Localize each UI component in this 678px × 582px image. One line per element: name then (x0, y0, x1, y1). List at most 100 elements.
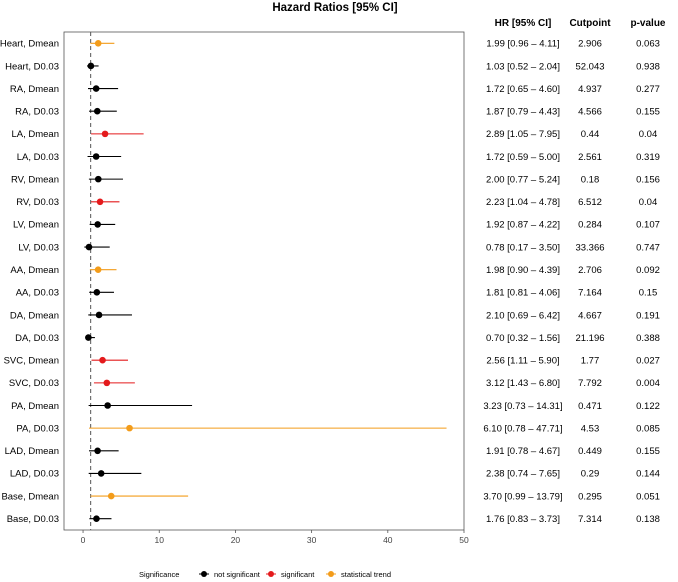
row-label: RV, D0.03 (16, 197, 59, 208)
cutpoint-value: 7.164 (578, 288, 602, 299)
column-header-pvalue: p-value (630, 18, 665, 29)
pvalue-value: 0.085 (636, 423, 660, 434)
row-label: Heart, Dmean (0, 39, 59, 50)
cutpoint-value: 6.512 (578, 197, 602, 208)
hr-ci-value: 2.38 [0.74 – 7.65] (486, 469, 560, 480)
hr-point (85, 243, 93, 251)
legend-item-ns: not significant (199, 570, 261, 579)
row-label: PA, D0.03 (16, 423, 59, 434)
forest-row: PA, D0.03 6.10 [0.78 – 47.71] 4.53 0.085 (16, 423, 660, 434)
hr-point (97, 470, 105, 477)
row-label: PA, Dmean (11, 401, 59, 412)
hr-point (104, 402, 111, 409)
forest-row: SVC, D0.03 3.12 [1.43 – 6.80] 7.792 0.004 (9, 378, 660, 389)
legend-label: statistical trend (341, 570, 391, 579)
hr-point (94, 266, 102, 273)
legend-item-trend: statistical trend (326, 570, 391, 579)
hr-ci-value: 1.76 [0.83 – 3.73] (486, 514, 560, 525)
row-label: Base, Dmean (1, 491, 59, 502)
cutpoint-value: 21.196 (575, 333, 604, 344)
cutpoint-value: 2.561 (578, 152, 602, 163)
legend-title: Significance (139, 570, 179, 579)
hr-point (85, 334, 92, 341)
cutpoint-value: 52.043 (575, 61, 604, 72)
forest-row: DA, D0.03 0.70 [0.32 – 1.56] 21.196 0.388 (15, 333, 660, 344)
x-tick-label-4: 40 (383, 535, 393, 545)
hr-point (92, 153, 100, 160)
hr-ci-value: 1.92 [0.87 – 4.22] (486, 220, 560, 231)
row-label: LA, Dmean (11, 129, 59, 140)
hr-point (94, 221, 101, 228)
x-tick-label-2: 20 (231, 535, 241, 545)
pvalue-value: 0.092 (636, 265, 660, 276)
pvalue-value: 0.107 (636, 220, 660, 231)
hr-ci-value: 3.23 [0.73 – 14.31] (483, 401, 562, 412)
row-label: RA, Dmean (10, 84, 59, 95)
hr-point (93, 515, 100, 522)
hr-point (87, 62, 95, 70)
legend-label: not significant (214, 570, 261, 579)
cutpoint-value: 2.706 (578, 265, 602, 276)
hr-ci-value: 0.70 [0.32 – 1.56] (486, 333, 560, 344)
cutpoint-value: 0.295 (578, 491, 602, 502)
hr-ci-value: 3.70 [0.99 – 13.79] (483, 491, 562, 502)
hr-ci-value: 1.81 [0.81 – 4.06] (486, 288, 560, 299)
forest-row: DA, Dmean 2.10 [0.69 – 6.42] 4.667 0.191 (10, 310, 660, 321)
pvalue-value: 0.319 (636, 152, 660, 163)
row-label: Base, D0.03 (7, 514, 59, 525)
hr-ci-value: 2.10 [0.69 – 6.42] (486, 310, 560, 321)
hr-ci-value: 1.72 [0.65 – 4.60] (486, 84, 560, 95)
pvalue-value: 0.122 (636, 401, 660, 412)
hr-ci-value: 1.72 [0.59 – 5.00] (486, 152, 560, 163)
row-label: RV, Dmean (11, 174, 59, 185)
hr-ci-value: 6.10 [0.78 – 47.71] (483, 423, 562, 434)
pvalue-value: 0.747 (636, 242, 660, 253)
plot-frame (63, 31, 465, 531)
column-header-hr: HR [95% CI] (495, 18, 552, 29)
forest-row: AA, Dmean 1.98 [0.90 – 4.39] 2.706 0.092 (10, 265, 659, 276)
hr-point (92, 85, 100, 92)
hr-ci-value: 3.12 [1.43 – 6.80] (486, 378, 560, 389)
cutpoint-value: 7.792 (578, 378, 602, 389)
pvalue-value: 0.051 (636, 491, 660, 502)
pvalue-value: 0.04 (639, 197, 658, 208)
forest-row: Heart, Dmean 1.99 [0.96 – 4.11] 2.906 0.063 (0, 39, 660, 50)
chart-title: Hazard Ratios [95% CI] (272, 2, 397, 14)
cutpoint-value: 33.366 (575, 242, 604, 253)
row-label: AA, D0.03 (16, 288, 59, 299)
legend-label: significant (281, 570, 315, 579)
forest-row: Base, D0.03 1.76 [0.83 – 3.73] 7.314 0.138 (7, 514, 660, 525)
row-label: DA, Dmean (10, 310, 59, 321)
cutpoint-value: 4.937 (578, 84, 602, 95)
forest-row: LAD, Dmean 1.91 [0.78 – 4.67] 0.449 0.155 (5, 446, 660, 457)
cutpoint-value: 0.29 (581, 469, 600, 480)
forest-row: RA, D0.03 1.87 [0.79 – 4.43] 4.566 0.155 (15, 107, 660, 118)
x-tick-label-5: 50 (459, 535, 469, 545)
pvalue-value: 0.388 (636, 333, 660, 344)
cutpoint-value: 0.18 (581, 174, 600, 185)
pvalue-value: 0.156 (636, 174, 660, 185)
row-label: LV, D0.03 (18, 242, 59, 253)
cutpoint-value: 7.314 (578, 514, 602, 525)
pvalue-value: 0.155 (636, 446, 660, 457)
forest-row: RA, Dmean 1.72 [0.65 – 4.60] 4.937 0.277 (10, 84, 660, 95)
forest-rows: Heart, Dmean 1.99 [0.96 – 4.11] 2.906 0.063… (0, 39, 660, 525)
cutpoint-value: 4.53 (581, 423, 600, 434)
forest-row: PA, Dmean 3.23 [0.73 – 14.31] 0.471 0.122 (11, 401, 660, 412)
hr-point (93, 289, 101, 296)
column-header-cutpoint: Cutpoint (569, 18, 611, 29)
row-label: DA, D0.03 (15, 333, 59, 344)
legend: Significance not significant significant st… (139, 570, 391, 579)
legend-key-point (201, 571, 207, 577)
forest-row: LAD, D0.03 2.38 [0.74 – 7.65] 0.29 0.144 (10, 469, 660, 480)
hr-point (107, 492, 115, 500)
x-tick-label-3: 30 (307, 535, 317, 545)
legend-key-point (268, 571, 274, 577)
pvalue-value: 0.15 (639, 288, 658, 299)
cutpoint-value: 1.77 (581, 356, 600, 367)
forest-row: LA, D0.03 1.72 [0.59 – 5.00] 2.561 0.319 (17, 152, 660, 163)
cutpoint-value: 4.566 (578, 107, 602, 118)
hr-point (103, 379, 111, 387)
hr-point (96, 198, 104, 206)
row-label: SVC, D0.03 (9, 378, 59, 389)
